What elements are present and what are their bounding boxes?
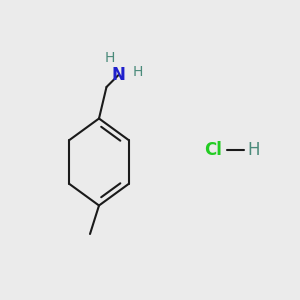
Text: Cl: Cl — [204, 141, 222, 159]
Text: H: H — [104, 52, 115, 65]
Text: H: H — [247, 141, 260, 159]
Text: H: H — [133, 65, 143, 79]
Text: N: N — [112, 66, 125, 84]
